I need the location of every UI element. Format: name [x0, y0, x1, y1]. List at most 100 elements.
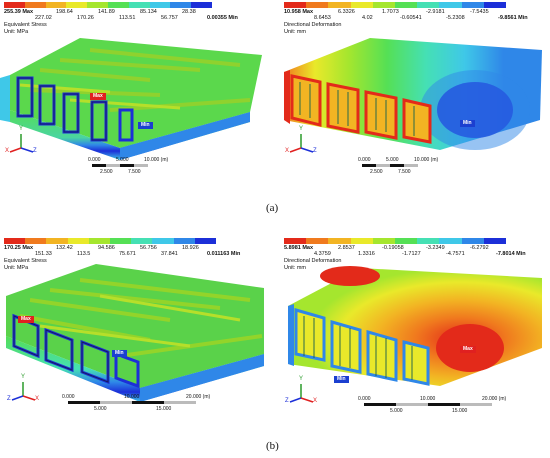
min-marker: Min [112, 350, 127, 357]
scale-tick: 10.000 [420, 396, 436, 402]
legend-tick: 94.586 [98, 245, 115, 251]
colorbar [4, 2, 212, 8]
legend-min-value: -7.8014 Min [496, 251, 526, 257]
scale-tick: 7.500 [398, 169, 411, 175]
legend-tick: 198.64 [56, 9, 73, 15]
panel-b-stress: 170.25 Max 132.42 94.586 56.756 18.926 1… [0, 236, 270, 436]
axis-y-label: Y [299, 376, 304, 382]
legend-tick: 85.134 [140, 9, 157, 15]
max-marker: Max [90, 93, 106, 100]
legend-tick: -2.9181 [426, 9, 445, 15]
axis-y-label: Y [19, 126, 24, 132]
min-marker: Min [138, 122, 153, 129]
result-unit: Unit: mm [284, 28, 306, 35]
result-title: Equivalent Stress [4, 22, 47, 28]
legend-tick: 28.38 [182, 9, 196, 15]
legend-tick: 113.51 [119, 15, 136, 21]
legend-tick: 132.42 [56, 245, 73, 251]
axis-x-label: X [285, 148, 290, 154]
legend-tick: 18.926 [182, 245, 199, 251]
scale-bar: 0.000 5.000 10.000 (m) 2.500 7.500 [88, 157, 188, 179]
axis-triad: Y Z X [285, 126, 317, 158]
legend-tick: 170.26 [77, 15, 94, 21]
scale-tick: 2.500 [100, 169, 113, 175]
scale-tick: 0.000 [358, 396, 371, 402]
max-marker: Max [18, 316, 34, 323]
legend-min-value: 0.00355 Min [207, 15, 238, 21]
axis-triad: Y Z X [5, 126, 37, 158]
legend-tick: 113.5 [77, 251, 91, 257]
scale-tick: 5.000 [386, 157, 399, 163]
legend-tick: 56.757 [161, 15, 178, 21]
scale-tick: 2.500 [370, 169, 383, 175]
legend-tick: -7.5435 [470, 9, 489, 15]
scale-tick: 10.000 (m) [414, 157, 439, 163]
panel-b-deformation: 5.8981 Max 2.8537 -0.19058 -3.2349 -6.27… [280, 236, 550, 436]
model-view [0, 38, 262, 160]
scale-tick: 5.000 [116, 157, 129, 163]
legend-tick: -0.60541 [400, 15, 422, 21]
legend-tick: 141.89 [98, 9, 115, 15]
legend-tick: 4.3759 [314, 251, 331, 257]
axis-triad: Y X Z [285, 376, 317, 408]
axis-z-label: Z [285, 398, 289, 404]
legend-tick: 4.02 [362, 15, 373, 21]
scale-tick: 5.000 [390, 408, 403, 414]
legend-a-deformation: 10.958 Max 6.3326 1.7073 -2.9181 -7.5435… [284, 2, 528, 35]
result-title: Directional Deformation [284, 22, 342, 28]
legend-tick: -4.7571 [446, 251, 465, 257]
legend-tick: 227.02 [35, 15, 52, 21]
legend-max-value: 10.958 Max [284, 9, 314, 15]
axis-z-label: Z [33, 148, 37, 154]
axis-z-label: Z [7, 396, 11, 402]
legend-tick: -3.2349 [426, 245, 445, 251]
axis-z-label: Z [313, 148, 317, 154]
result-title: Equivalent Stress [4, 258, 47, 264]
legend-tick: 6.3326 [338, 9, 355, 15]
colorbar [284, 238, 507, 244]
legend-tick: 1.7073 [382, 9, 399, 15]
legend-max-value: 255.39 Max [4, 9, 34, 15]
legend-tick: 1.3316 [358, 251, 375, 257]
caption-b: (b) [266, 440, 279, 452]
legend-tick: -1.7127 [402, 251, 421, 257]
legend-tick: -6.2792 [470, 245, 489, 251]
scale-tick: 10.000 [124, 394, 140, 400]
axis-x-label: X [35, 396, 40, 402]
result-unit: Unit: MPa [4, 28, 29, 35]
panel-a-stress: 255.39 Max 198.64 141.89 85.134 28.38 22… [0, 0, 270, 190]
max-marker: Max [460, 346, 476, 353]
axis-x-label: X [5, 148, 10, 154]
legend-b-deformation: 5.8981 Max 2.8537 -0.19058 -3.2349 -6.27… [284, 238, 526, 271]
legend-min-value: 0.011163 Min [207, 251, 241, 257]
caption-a: (a) [266, 202, 279, 214]
scale-bar: 0.000 10.000 20.000 (m) 5.000 15.000 [62, 394, 242, 416]
colorbar [4, 238, 217, 244]
legend-tick: 37.841 [161, 251, 178, 257]
legend-tick: 75.671 [119, 251, 136, 257]
scale-tick: 5.000 [94, 406, 107, 412]
result-unit: Unit: MPa [4, 264, 29, 271]
legend-b-stress: 170.25 Max 132.42 94.586 56.756 18.926 1… [4, 238, 240, 271]
scale-tick: 15.000 [452, 408, 468, 414]
legend-tick: 2.8537 [338, 245, 355, 251]
result-title: Directional Deformation [284, 258, 342, 264]
scale-bar: 0.000 5.000 10.000 (m) 2.500 7.500 [358, 157, 458, 179]
min-marker: Min [334, 376, 349, 383]
legend-max-value: 170.25 Max [4, 245, 34, 251]
legend-tick: 8.6453 [314, 15, 331, 21]
axis-y-label: Y [299, 126, 304, 132]
scale-tick: 20.000 (m) [482, 396, 507, 402]
scale-tick: 0.000 [62, 394, 75, 400]
scale-tick: 0.000 [88, 157, 101, 163]
result-unit: Unit: mm [284, 264, 306, 271]
legend-a-stress: 255.39 Max 198.64 141.89 85.134 28.38 22… [4, 2, 238, 35]
panel-a-deformation: 10.958 Max 6.3326 1.7073 -2.9181 -7.5435… [280, 0, 550, 190]
scale-tick: 7.500 [128, 169, 141, 175]
model-view [284, 38, 542, 150]
scale-tick: 20.000 (m) [186, 394, 211, 400]
legend-tick: -0.19058 [382, 245, 404, 251]
scale-tick: 0.000 [358, 157, 371, 163]
scale-bar: 0.000 10.000 20.000 (m) 5.000 15.000 [358, 396, 538, 418]
legend-max-value: 5.8981 Max [284, 245, 314, 251]
